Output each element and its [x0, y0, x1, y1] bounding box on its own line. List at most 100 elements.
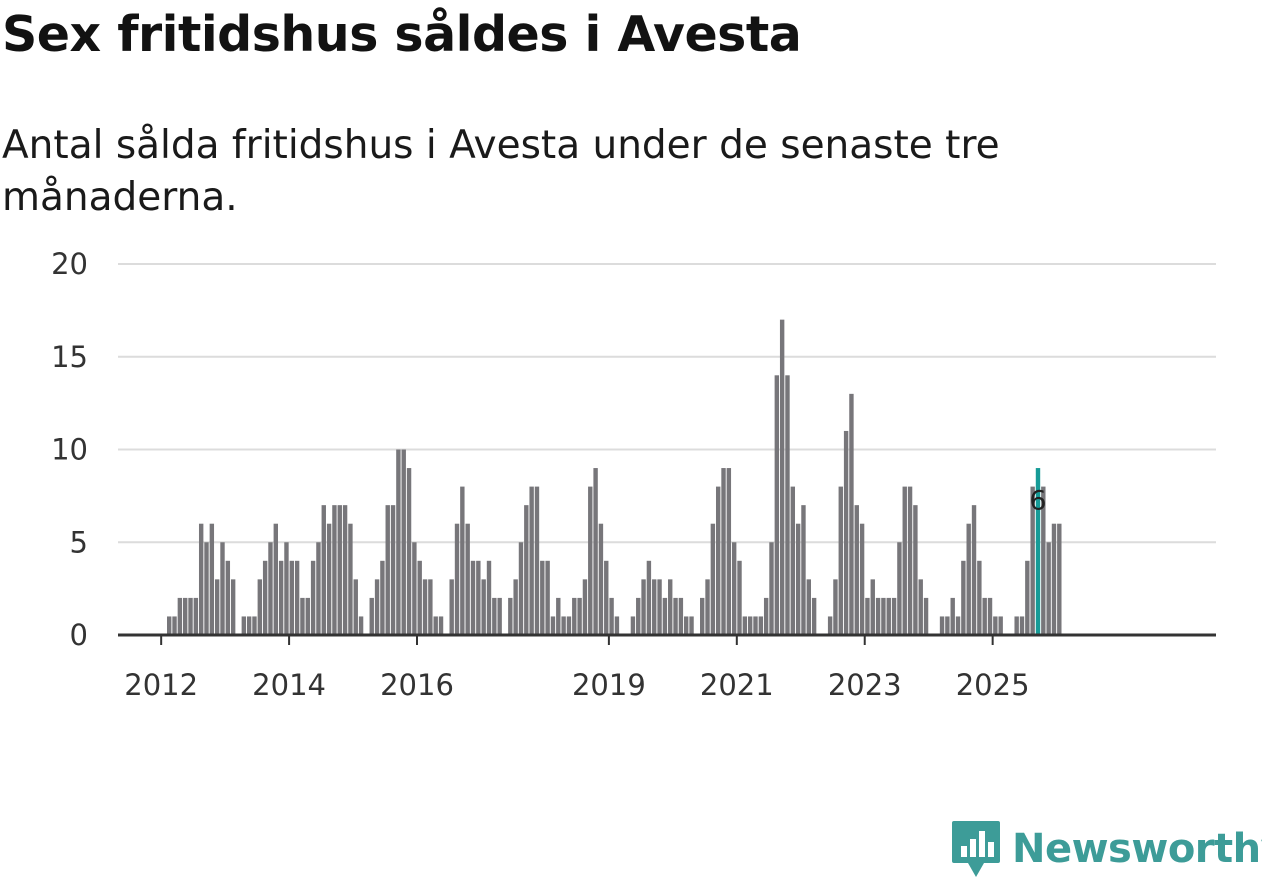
bar	[305, 597, 310, 635]
bar	[193, 597, 199, 635]
y-tick-label-20: 20	[51, 247, 88, 281]
bar	[945, 616, 950, 635]
bar	[833, 579, 838, 635]
bar	[390, 505, 396, 635]
bar	[529, 486, 534, 635]
bar	[668, 579, 673, 635]
bar	[246, 616, 252, 635]
bar	[726, 468, 732, 635]
bar	[993, 616, 998, 635]
bar	[886, 597, 891, 635]
bar	[747, 616, 753, 635]
bar	[753, 616, 758, 635]
bar	[657, 579, 662, 635]
bar	[955, 616, 961, 635]
brand-name: Newsworthy	[1012, 826, 1262, 872]
bar	[801, 505, 806, 635]
bar	[827, 616, 833, 635]
y-tick-label-0: 0	[70, 618, 88, 652]
bar	[508, 597, 513, 635]
bar	[630, 616, 636, 635]
bar	[918, 579, 923, 635]
bar	[737, 560, 742, 635]
bar	[790, 486, 796, 635]
bar	[337, 505, 342, 635]
bar	[673, 597, 678, 635]
bar	[540, 560, 545, 635]
bar	[252, 616, 257, 635]
highlight-value-label: 6	[1029, 486, 1046, 517]
x-tick-label-2014: 2014	[252, 668, 326, 702]
bars	[167, 319, 1062, 635]
bar	[230, 579, 236, 635]
bar-chart-logo-icon	[952, 821, 1000, 877]
bar	[897, 542, 902, 635]
x-axis	[118, 633, 1216, 645]
bar	[641, 579, 646, 635]
bar	[550, 616, 556, 635]
bar	[636, 597, 641, 635]
bar	[971, 505, 977, 635]
gridlines	[118, 263, 1216, 544]
bar	[923, 597, 929, 635]
bar	[700, 597, 705, 635]
bar	[358, 616, 364, 635]
x-tick-label-2021: 2021	[700, 668, 774, 702]
x-tick-label-2019: 2019	[572, 668, 646, 702]
bar	[566, 616, 572, 635]
bar	[913, 505, 918, 635]
bar	[348, 523, 353, 635]
bar	[332, 505, 337, 635]
bar	[715, 486, 721, 635]
bar	[731, 542, 737, 635]
bar	[870, 579, 875, 635]
bar	[710, 523, 716, 635]
bar	[321, 505, 326, 635]
bar	[785, 375, 790, 635]
bar	[838, 486, 843, 635]
x-axis-tick-labels: 2012 2014 2016 2019 2021 2023 2025	[124, 668, 1029, 702]
chart-subtitle: Antal sålda fritidshus i Avesta under de…	[2, 123, 1000, 220]
bar	[598, 523, 604, 635]
bar	[1014, 616, 1019, 635]
x-tick-label-2025: 2025	[956, 668, 1030, 702]
bar	[859, 523, 865, 635]
bar	[854, 505, 859, 635]
bar	[721, 468, 726, 635]
bar	[518, 542, 524, 635]
bar	[278, 560, 284, 635]
y-tick-label-10: 10	[51, 433, 88, 467]
x-tick-label-2012: 2012	[124, 668, 198, 702]
bar	[1057, 523, 1062, 635]
bar	[284, 542, 289, 635]
bar	[433, 616, 438, 635]
bar	[881, 597, 886, 635]
bar	[545, 560, 550, 635]
bar	[273, 523, 278, 635]
chart-title: Sex fritidshus såldes i Avesta	[2, 6, 802, 63]
bar	[561, 616, 566, 635]
bar	[167, 616, 172, 635]
bar	[316, 542, 321, 635]
bar	[582, 579, 588, 635]
bar	[268, 542, 273, 635]
bar	[774, 375, 780, 635]
bar	[593, 468, 598, 635]
bar	[380, 560, 385, 635]
bar	[604, 560, 609, 635]
bar	[214, 579, 220, 635]
bar	[406, 468, 412, 635]
bar	[369, 597, 374, 635]
bar	[982, 597, 987, 635]
bar	[609, 597, 614, 635]
bar	[646, 560, 652, 635]
bar	[865, 597, 870, 635]
bar-highlighted	[1035, 468, 1041, 635]
bar	[513, 579, 518, 635]
bar	[172, 616, 177, 635]
bar	[966, 523, 971, 635]
bar	[1051, 523, 1057, 635]
bar	[342, 505, 348, 635]
bar	[614, 616, 620, 635]
bar	[454, 523, 460, 635]
